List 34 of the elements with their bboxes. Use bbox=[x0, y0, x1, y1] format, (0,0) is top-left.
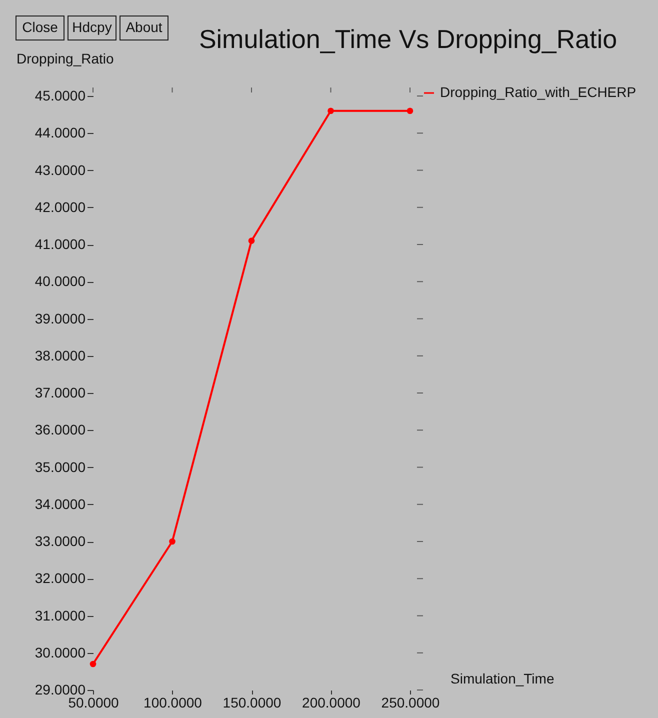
y-tick-label: 31.0000 bbox=[34, 607, 86, 624]
text: About bbox=[126, 19, 162, 35]
y-tick-label: 42.0000 bbox=[34, 198, 86, 215]
x-axis-title: Simulation_Time bbox=[450, 670, 554, 686]
y-tick-label: 35.0000 bbox=[34, 458, 86, 475]
x-tick-label: 250.0000 bbox=[381, 694, 440, 710]
y-tick-label: 36.0000 bbox=[34, 422, 86, 438]
x-tick-label: 100.0000 bbox=[144, 694, 202, 710]
y-tick-label: 39.0000 bbox=[34, 310, 86, 326]
y-tick-label: 41.0000 bbox=[34, 236, 86, 252]
point bbox=[248, 238, 255, 244]
y-tick-label: 44.0000 bbox=[34, 124, 86, 141]
y-tick-label: 33.0000 bbox=[34, 533, 86, 549]
text: Hdcpy bbox=[72, 19, 112, 35]
chart-title: Simulation_Time Vs Dropping_Ratio bbox=[198, 24, 618, 54]
point bbox=[406, 108, 414, 114]
point bbox=[328, 108, 334, 114]
y-tick-label: 32.0000 bbox=[34, 570, 86, 586]
y-tick-label: 43.0000 bbox=[34, 162, 86, 178]
legend-label: Dropping_Ratio_with_ECHERP bbox=[440, 84, 636, 100]
y-tick-label: 37.0000 bbox=[34, 384, 86, 400]
y-tick-label: 30.0000 bbox=[34, 644, 86, 660]
y-tick-label: 34.0000 bbox=[34, 496, 86, 512]
text: Close bbox=[22, 19, 58, 35]
y-tick-label: 38.0000 bbox=[34, 347, 86, 364]
y-axis-title: Dropping_Ratio bbox=[16, 50, 114, 66]
point bbox=[169, 538, 176, 545]
x-tick-label: 50.0000 bbox=[68, 694, 120, 710]
y-tick-label: 45.0000 bbox=[34, 88, 86, 104]
y-tick-label: 40.0000 bbox=[34, 273, 86, 290]
point bbox=[90, 660, 96, 668]
y-tick-label: 29.0000 bbox=[34, 682, 86, 698]
x-tick-label: 150.0000 bbox=[222, 694, 282, 710]
x-tick-label: 200.0000 bbox=[302, 694, 361, 710]
